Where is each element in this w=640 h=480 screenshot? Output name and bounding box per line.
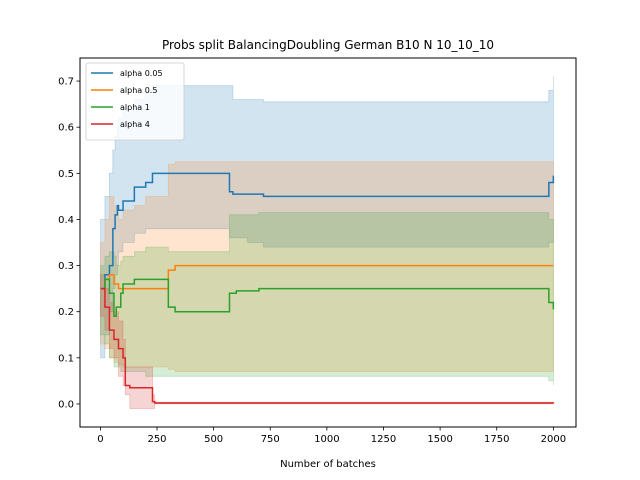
- band-series-2: [100, 212, 554, 386]
- line-series-2: [100, 278, 555, 318]
- x-tick-label: 1750: [484, 434, 509, 445]
- x-tick-label: 500: [204, 434, 223, 445]
- legend-entry-0: alpha 0.05: [120, 69, 163, 78]
- y-tick-label: 0.6: [58, 123, 74, 134]
- line-series-0: [100, 172, 555, 290]
- y-tick-label: 0.7: [58, 77, 74, 88]
- x-tick-label: 1250: [371, 434, 396, 445]
- y-tick-label: 0.3: [58, 261, 74, 272]
- x-tick-label: 750: [261, 434, 280, 445]
- y-tick-label: 0.5: [58, 169, 74, 180]
- band-series-1: [100, 161, 554, 373]
- confidence-bands: [100, 76, 554, 410]
- y-tick-label: 0.2: [58, 307, 74, 318]
- legend-box: [85, 62, 185, 141]
- x-tick-label: 1500: [427, 434, 452, 445]
- x-tick-label: 0: [97, 434, 103, 445]
- y-tick-label: 0.4: [58, 215, 74, 226]
- legend: alpha 0.05 alpha 0.5 alpha 1 alpha 4: [85, 62, 185, 141]
- legend-entry-1: alpha 0.5: [120, 86, 157, 95]
- y-axis-ticks: 0.0 0.1 0.2 0.3 0.4 0.5 0.6 0.7: [58, 77, 80, 410]
- x-axis-label: Number of batches: [280, 459, 376, 470]
- plot-area-frame: [79, 57, 577, 428]
- y-tick-label: 0.1: [58, 353, 74, 364]
- x-axis-ticks: 0 250 500 750 1000 1250 1500 1750 2000: [97, 427, 566, 445]
- series-lines: [100, 172, 555, 404]
- legend-entry-2: alpha 1: [120, 103, 150, 112]
- y-tick-label: 0.0: [58, 399, 74, 410]
- chart-title: Probs split BalancingDoubling German B10…: [162, 38, 494, 52]
- x-tick-label: 1000: [314, 434, 339, 445]
- x-tick-label: 2000: [541, 434, 566, 445]
- line-series-3: [100, 287, 555, 404]
- legend-entry-3: alpha 4: [120, 120, 150, 129]
- x-tick-label: 250: [147, 434, 166, 445]
